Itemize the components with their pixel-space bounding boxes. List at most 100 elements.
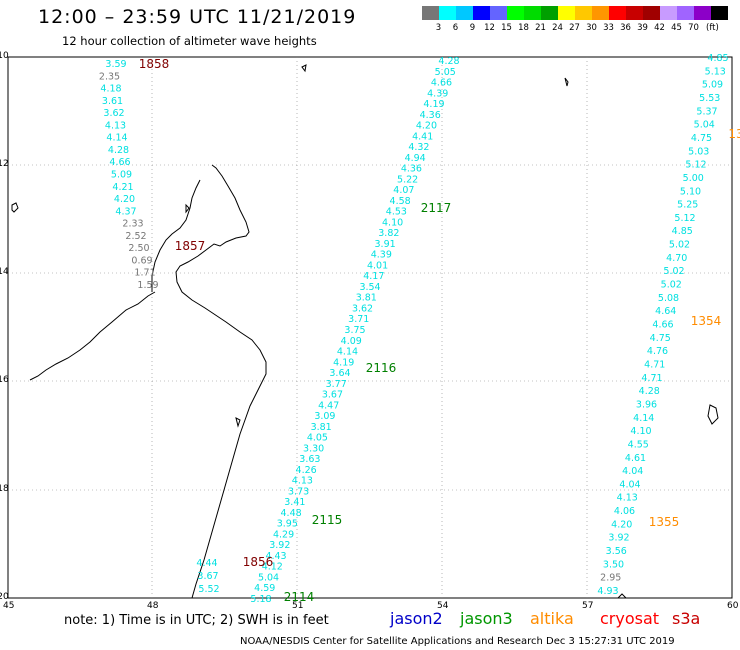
swh-value: 4.75 (650, 333, 671, 344)
colorbar-swatch (507, 6, 524, 20)
colorbar-label: 45 (671, 23, 682, 33)
pass-time-label: 1858 (139, 57, 170, 71)
swh-value: 4.26 (296, 465, 317, 476)
colorbar-swatch (660, 6, 677, 20)
swh-value: 4.71 (641, 373, 662, 384)
colorbar-label: 39 (637, 23, 648, 33)
swh-value: 4.39 (371, 250, 392, 261)
colorbar-label: 21 (535, 23, 546, 33)
swh-value: 3.95 (277, 519, 298, 530)
time-labels: 1858 1857 1856 2117 2116 2115 2114 1354 1355 13 (139, 57, 740, 604)
swh-value: 3.67 (322, 390, 343, 401)
swh-value: 5.25 (677, 200, 698, 211)
longitude-label: 51 (292, 601, 304, 611)
latitude-label: -12 (0, 159, 9, 169)
swh-value: 5.12 (685, 160, 706, 171)
swh-value: 4.28 (438, 56, 459, 67)
swh-value: 3.82 (378, 228, 399, 239)
swh-value: 4.28 (639, 386, 660, 397)
swh-value: 2.35 (99, 71, 120, 82)
swh-value: 4.70 (666, 253, 687, 264)
swh-value: 5.18 (250, 594, 271, 605)
longitude-label: 57 (582, 601, 594, 611)
swh-value: 3.61 (102, 96, 123, 107)
swh-value: 5.09 (702, 80, 723, 91)
swh-value: 4.19 (423, 99, 444, 110)
swh-value: 3.91 (375, 239, 396, 250)
latitude-label: -16 (0, 375, 9, 385)
swh-value: 4.01 (367, 260, 388, 271)
swh-value: 4.36 (420, 110, 441, 121)
swh-value: 3.96 (636, 399, 657, 410)
swh-value: 4.66 (109, 157, 130, 168)
swh-value: 4.85 (707, 53, 728, 64)
pass-time-label: 1857 (175, 239, 206, 253)
latitude-label: -18 (0, 484, 9, 494)
colorbar-label: 27 (569, 23, 580, 33)
swh-value: 4.04 (619, 479, 640, 490)
swh-value: 2.95 (600, 573, 621, 584)
swh-value: 4.13 (105, 120, 126, 131)
swh-value: 3.73 (288, 486, 309, 497)
swh-value: 4.13 (292, 476, 313, 487)
swh-value: 4.09 (341, 336, 362, 347)
swh-value: 4.41 (412, 131, 433, 142)
swh-value: 4.76 (647, 346, 668, 357)
swh-value: 5.09 (111, 170, 132, 181)
longitude-label: 45 (3, 601, 15, 611)
swh-value: 4.85 (672, 226, 693, 237)
pass-time-label: 2115 (312, 513, 343, 527)
colorbar-swatch (592, 6, 609, 20)
longitude-label: 54 (437, 601, 449, 611)
satellite-legend-altika: altika (530, 609, 574, 628)
colorbar-swatch (609, 6, 626, 20)
swh-value: 5.04 (694, 120, 715, 131)
swh-value: 3.81 (356, 293, 377, 304)
swh-value: 4.18 (100, 84, 121, 95)
swh-value: 5.00 (683, 173, 704, 184)
swh-value: 4.75 (691, 133, 712, 144)
swh-value: 2.33 (122, 219, 143, 230)
map-subtitle: 12 hour collection of altimeter wave hei… (62, 34, 317, 48)
swh-value: 3.09 (314, 411, 335, 422)
swh-value: 4.14 (337, 347, 358, 358)
satellite-legend-s3a: s3a (672, 609, 701, 628)
swh-value: 3.92 (269, 540, 290, 551)
colorbar-swatch (643, 6, 660, 20)
colorbar-swatch (422, 6, 439, 20)
colorbar-label: 6 (452, 23, 459, 33)
swh-value: 1.71 (134, 268, 155, 279)
swh-value: 3.54 (359, 282, 380, 293)
swh-value: 5.05 (435, 67, 456, 78)
swh-value: 5.03 (688, 146, 709, 157)
colorbar-swatch (541, 6, 558, 20)
swh-value: 4.47 (318, 400, 339, 411)
colorbar-swatch (677, 6, 694, 20)
colorbar-swatch (558, 6, 575, 20)
pass-time-label: 1856 (243, 555, 274, 569)
footer-credit: NOAA/NESDIS Center for Satellite Applica… (240, 636, 675, 647)
swh-value: 4.55 (628, 439, 649, 450)
swh-value: 3.59 (105, 59, 126, 70)
swh-value: 4.37 (115, 206, 136, 217)
colorbar-label: 36 (620, 23, 631, 33)
colorbar-label: 9 (469, 23, 476, 33)
swh-value: 4.32 (408, 142, 429, 153)
swh-value: 5.53 (699, 93, 720, 104)
colorbar-label: 15 (501, 23, 512, 33)
colorbar-swatch (456, 6, 473, 20)
swh-value: 3.81 (311, 422, 332, 433)
swh-value: 2.52 (125, 231, 146, 242)
color-legend-bar (422, 6, 728, 20)
swh-value: 4.66 (431, 78, 452, 89)
swh-value: 4.20 (416, 121, 437, 132)
swh-value: 4.66 (652, 320, 673, 331)
swh-value: 4.10 (382, 217, 403, 228)
pass-time-label: 1355 (649, 515, 680, 529)
colorbar-label: 33 (603, 23, 614, 33)
swh-value: 4.44 (196, 558, 217, 569)
swh-value: 4.04 (622, 466, 643, 477)
plot-frame (7, 56, 733, 599)
swh-value: 3.41 (284, 497, 305, 508)
